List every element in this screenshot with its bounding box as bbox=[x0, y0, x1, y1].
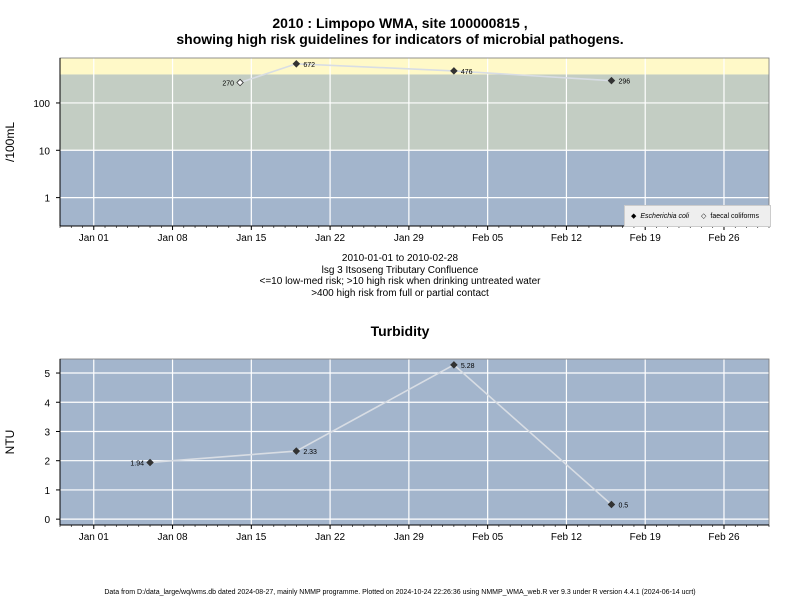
y-tick-label: 1 bbox=[44, 486, 50, 497]
x-tick-label: Jan 08 bbox=[158, 233, 188, 244]
turbidity-line bbox=[149, 363, 612, 506]
y-tick-label: 3 bbox=[44, 427, 50, 438]
turbidity-title: Turbidity bbox=[370, 323, 430, 339]
y-tick-label: 1 bbox=[44, 194, 50, 205]
legend-label-ecoli: Escherichia coli bbox=[640, 213, 690, 220]
data-point-turbidity bbox=[450, 361, 458, 369]
y-tick-label: 5 bbox=[44, 369, 50, 380]
data-point-ecoli bbox=[607, 76, 616, 85]
data-label: 5.28 bbox=[461, 363, 475, 370]
y-tick-label: 100 bbox=[33, 99, 50, 110]
x-tick-label: Jan 29 bbox=[394, 532, 424, 543]
y-tick-label: 2 bbox=[44, 457, 50, 468]
caption-guideline-drinking: <=10 low-med risk; >10 high risk when dr… bbox=[259, 276, 541, 287]
filled-diamond-icon: ◆ bbox=[631, 213, 637, 220]
y-tick-label: 10 bbox=[39, 146, 51, 157]
x-tick-label: Jan 15 bbox=[236, 233, 266, 244]
x-tick-label: Feb 05 bbox=[472, 233, 504, 244]
y-tick-label: 4 bbox=[44, 398, 50, 409]
x-tick-label: Jan 15 bbox=[236, 532, 266, 543]
x-tick-label: Feb 05 bbox=[472, 532, 504, 543]
x-tick-label: Jan 29 bbox=[394, 233, 424, 244]
plot-background bbox=[60, 359, 769, 525]
x-tick-label: Feb 26 bbox=[708, 233, 740, 244]
data-label: 1.94 bbox=[130, 460, 144, 467]
data-label: 0.5 bbox=[618, 503, 628, 510]
x-tick-label: Feb 12 bbox=[551, 532, 583, 543]
x-tick-label: Jan 01 bbox=[79, 532, 109, 543]
x-tick-label: Jan 08 bbox=[158, 532, 188, 543]
x-tick-label: Feb 19 bbox=[630, 233, 662, 244]
chart-title-line1: 2010 : Limpopo WMA, site 100000815 , bbox=[272, 15, 528, 31]
data-label: 296 bbox=[618, 79, 630, 86]
data-label: 2.33 bbox=[303, 449, 317, 456]
caption-guideline-contact: >400 high risk from full or partial cont… bbox=[311, 287, 489, 299]
data-label: 476 bbox=[461, 69, 473, 76]
x-tick-label: Jan 22 bbox=[315, 233, 345, 244]
y-tick-label: 0 bbox=[44, 515, 50, 526]
data-label: 672 bbox=[303, 62, 315, 69]
y-axis-label: NTU bbox=[3, 430, 17, 455]
data-point-ecoli bbox=[450, 67, 458, 75]
band-high-risk bbox=[60, 58, 769, 75]
chart-title-line2: showing high risk guidelines for indicat… bbox=[176, 31, 624, 47]
legend-label-faecal: faecal coliforms bbox=[710, 213, 760, 220]
legend-item-ecoli: ◆ Escherichia coli bbox=[631, 212, 689, 220]
x-tick-label: Feb 19 bbox=[630, 532, 662, 543]
x-tick-label: Jan 22 bbox=[315, 532, 345, 543]
caption-site-name: lsg 3 Itsoseng Tributary Confluence bbox=[321, 264, 479, 276]
data-point-turbidity bbox=[607, 500, 616, 509]
open-diamond-icon: ◇ bbox=[701, 213, 707, 220]
legend: ◆ Escherichia coli ◇ faecal coliforms bbox=[624, 205, 771, 227]
y-axis-label: /100mL bbox=[3, 122, 17, 162]
data-point-turbidity bbox=[292, 447, 301, 455]
data-point-turbidity bbox=[146, 458, 154, 467]
series-connector-line bbox=[239, 62, 612, 84]
legend-item-faecal: ◇ faecal coliforms bbox=[701, 212, 759, 220]
x-tick-label: Feb 12 bbox=[551, 233, 583, 244]
x-tick-label: Jan 01 bbox=[79, 233, 109, 244]
data-point-ecoli bbox=[292, 60, 301, 68]
x-tick-label: Feb 26 bbox=[708, 532, 740, 543]
data-point-faecal-coliform bbox=[236, 78, 244, 87]
data-label: 270 bbox=[222, 81, 234, 88]
caption-date-range: 2010-01-01 to 2010-02-28 bbox=[341, 253, 459, 264]
footer-note: Data from D:/data_large/wq/wms.db dated … bbox=[104, 589, 696, 596]
band-medium-risk bbox=[60, 74, 769, 151]
